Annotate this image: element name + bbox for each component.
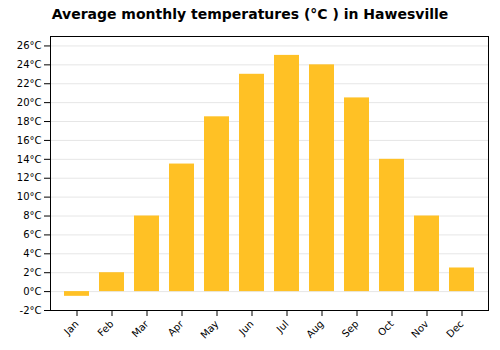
svg-text:May: May <box>198 318 220 340</box>
svg-text:24°C: 24°C <box>17 59 42 70</box>
svg-text:Jan: Jan <box>61 318 80 337</box>
svg-text:26°C: 26°C <box>17 40 42 51</box>
svg-text:22°C: 22°C <box>17 78 42 89</box>
svg-text:10°C: 10°C <box>17 191 42 202</box>
svg-text:12°C: 12°C <box>17 172 42 183</box>
svg-text:18°C: 18°C <box>17 116 42 127</box>
svg-text:16°C: 16°C <box>17 135 42 146</box>
svg-text:Nov: Nov <box>409 318 431 340</box>
svg-text:4°C: 4°C <box>23 248 41 259</box>
svg-text:2°C: 2°C <box>23 267 41 278</box>
html-text:Average monthly temperatures (: Average monthly temperatures (°C ) in Ha… <box>51 6 449 22</box>
svg-text:6°C: 6°C <box>23 229 41 240</box>
svg-text:-2°C: -2°C <box>20 305 42 316</box>
svg-text:0°C: 0°C <box>23 286 41 297</box>
svg-text:20°C: 20°C <box>17 97 42 108</box>
svg-text:Oct: Oct <box>376 318 396 338</box>
svg-text:Jul: Jul <box>274 318 291 335</box>
svg-text:Apr: Apr <box>166 318 187 339</box>
svg-text:8°C: 8°C <box>23 210 41 221</box>
svg-text:Dec: Dec <box>444 318 465 339</box>
svg-text:Jun: Jun <box>236 318 256 338</box>
svg-text:Aug: Aug <box>304 318 326 340</box>
svg-text:Mar: Mar <box>130 318 152 340</box>
svg-text:Sep: Sep <box>340 318 361 339</box>
svg-text:Feb: Feb <box>95 318 115 338</box>
svg-text:14°C: 14°C <box>17 154 42 165</box>
